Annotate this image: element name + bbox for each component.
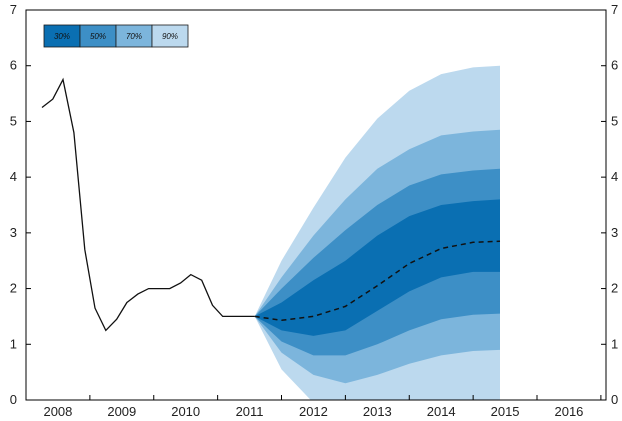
plot-frame — [25, 9, 607, 401]
y-tick-label-left: 2 — [10, 281, 17, 296]
legend-label-50pct: 50% — [90, 32, 106, 41]
fan-bands — [254, 65, 500, 400]
y-tick-label-left: 0 — [10, 392, 17, 407]
y-tick-label-right: 7 — [611, 2, 618, 17]
history-line — [41, 77, 255, 332]
y-tick-label-right: 3 — [611, 225, 618, 240]
x-tick-label: 2014 — [427, 404, 456, 419]
band-30pct — [254, 199, 500, 336]
x-tick-label: 2016 — [554, 404, 583, 419]
y-tick-label-left: 3 — [10, 225, 17, 240]
x-tick-label: 2015 — [491, 404, 520, 419]
y-tick-label-left: 5 — [10, 113, 17, 128]
y-tick-label-left: 6 — [10, 58, 17, 73]
history-series — [41, 77, 255, 332]
forecast-median-series — [254, 240, 501, 322]
y-tick-label-left: 1 — [10, 336, 17, 351]
x-tick-label: 2011 — [236, 404, 264, 419]
legend: 30% 50% 70% 90% — [43, 24, 189, 48]
x-tick-label: 2010 — [171, 404, 200, 419]
y-tick-label-right: 6 — [611, 58, 618, 73]
y-tick-label-right: 1 — [611, 336, 618, 351]
legend-swatch-90pct — [151, 24, 189, 48]
x-tick-label: 2012 — [299, 404, 328, 419]
y-tick-label-right: 4 — [611, 169, 618, 184]
y-tick-label-right: 0 — [611, 392, 618, 407]
y-tick-label-right: 5 — [611, 113, 618, 128]
axes — [25, 9, 607, 401]
legend-label-70pct: 70% — [126, 32, 142, 41]
y-tick-label-right: 2 — [611, 281, 618, 296]
y-tick-label-left: 7 — [10, 2, 17, 17]
tick-labels: 0 0 1 1 2 2 3 3 4 4 5 5 6 6 7 7 2008 2009 2010 2011 2012 2013… — [10, 2, 618, 419]
legend-label-30pct: 30% — [54, 32, 70, 41]
median-line — [254, 240, 501, 322]
legend-label-90pct: 90% — [162, 32, 178, 41]
x-tick-label: 2013 — [363, 404, 392, 419]
x-tick-label: 2009 — [107, 404, 136, 419]
y-tick-label-left: 4 — [10, 169, 17, 184]
x-tick-label: 2008 — [43, 404, 72, 419]
